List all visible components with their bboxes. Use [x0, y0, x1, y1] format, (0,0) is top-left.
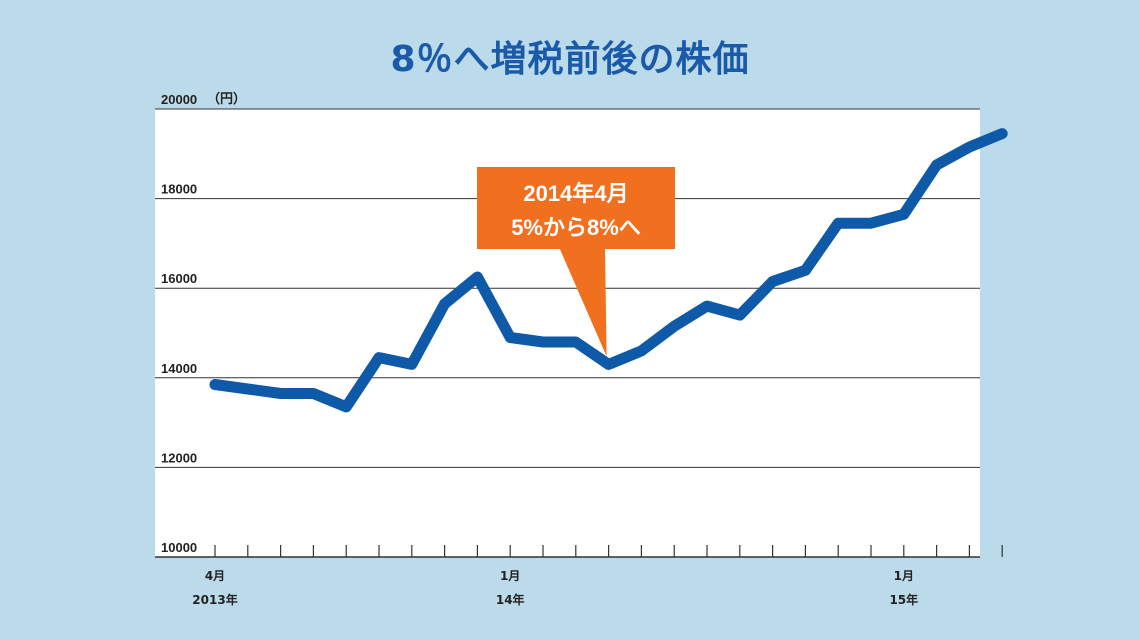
y-tick-label: 18000: [161, 182, 197, 197]
y-axis: （円） 10000 12000 14000 16000 18000 20000: [161, 91, 246, 555]
x-tick-label: 1月: [500, 569, 520, 583]
y-tick-label: 20000: [161, 92, 197, 107]
annotation-callout: 2014年4月 5%から8%へ: [477, 167, 675, 357]
y-tick-label: 16000: [161, 271, 197, 286]
x-tick-label-year: 14年: [496, 592, 525, 607]
x-tick-label-year: 15年: [889, 592, 918, 607]
callout-pointer: [559, 247, 607, 357]
x-tick-label: 1月: [894, 569, 914, 583]
callout-text-line2: 5%から8%へ: [511, 215, 641, 240]
y-axis-unit: （円）: [207, 91, 246, 106]
x-axis: 4月 2013年 1月 14年 1月 15年: [155, 545, 1003, 607]
x-tick-label-year: 2013年: [192, 592, 237, 607]
y-tick-label: 10000: [161, 540, 197, 555]
y-tick-label: 14000: [161, 361, 197, 376]
grid-lines: [155, 108, 980, 468]
series-layer: [209, 128, 1008, 413]
callout-text-line1: 2014年4月: [523, 181, 628, 206]
chart-title: 8％へ増税前後の株価: [390, 39, 750, 80]
x-tick-label: 4月: [205, 569, 225, 583]
callout-box: [477, 167, 675, 249]
y-tick-label: 12000: [161, 450, 197, 465]
